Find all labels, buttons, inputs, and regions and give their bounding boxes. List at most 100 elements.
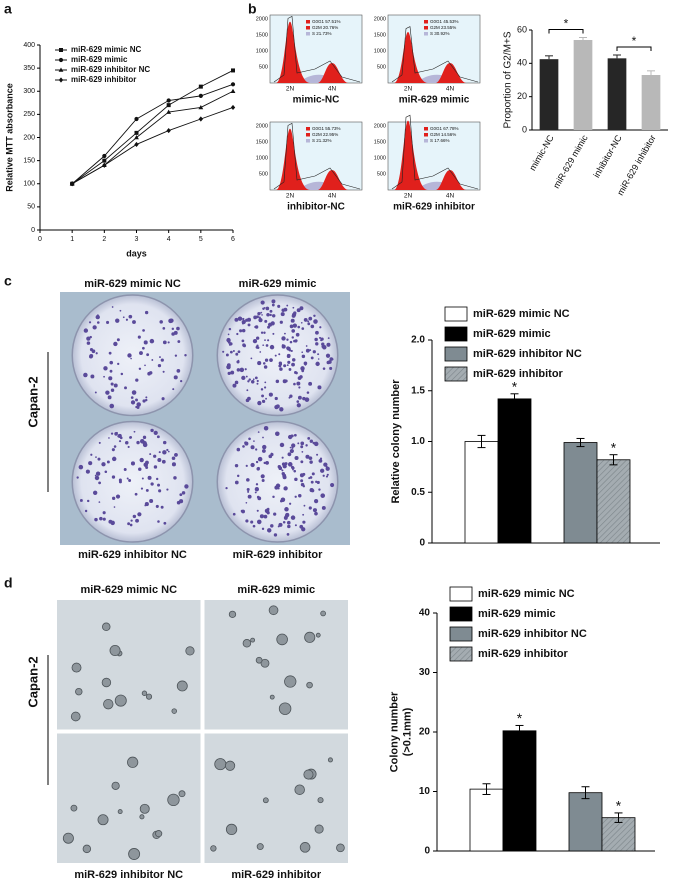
y-tick-label: 350	[23, 65, 35, 72]
colony	[161, 459, 166, 464]
colony	[135, 405, 138, 409]
colony	[98, 481, 101, 485]
colony	[255, 336, 260, 340]
marker	[166, 98, 171, 103]
colony	[255, 460, 259, 464]
colony	[158, 451, 161, 454]
colony	[257, 466, 260, 470]
colony	[143, 340, 148, 345]
colony	[141, 690, 148, 696]
legend-label: miR-629 inhibitor	[478, 648, 569, 660]
colony	[226, 364, 231, 370]
colony	[184, 484, 189, 489]
colony	[92, 325, 97, 330]
colony	[99, 516, 103, 521]
colony	[267, 339, 270, 342]
histogram-y-tick-label: 500	[259, 171, 268, 177]
x-tick-label: 2	[102, 236, 106, 243]
colony	[281, 308, 285, 312]
colony	[160, 505, 164, 509]
colony	[271, 299, 276, 304]
colony	[264, 381, 267, 384]
colony	[144, 364, 146, 367]
colony	[288, 368, 292, 371]
colony	[127, 756, 139, 768]
colony	[295, 371, 298, 375]
legend-swatch	[444, 366, 468, 382]
colony	[320, 468, 325, 473]
colony	[303, 769, 314, 780]
colony	[113, 383, 118, 388]
colony	[275, 379, 280, 384]
marker	[166, 127, 171, 134]
photo-label: miR-629 mimic NC	[80, 584, 177, 596]
colony	[297, 442, 300, 445]
colony	[264, 339, 266, 342]
colony	[289, 324, 294, 329]
colony	[261, 394, 264, 398]
colony	[327, 757, 333, 763]
y-tick-label: 1.5	[411, 385, 425, 396]
colony	[86, 469, 89, 472]
colony	[287, 524, 291, 529]
colony	[247, 494, 252, 499]
colony	[117, 433, 122, 438]
colony	[300, 445, 304, 449]
y-tick-label: 20	[517, 91, 527, 101]
colony	[153, 454, 157, 458]
colony	[108, 376, 113, 381]
histogram-outline	[273, 122, 361, 190]
colony	[329, 366, 333, 370]
series-line	[71, 107, 234, 185]
colony	[276, 633, 288, 646]
colony	[145, 396, 148, 399]
colony	[304, 631, 316, 643]
colony	[267, 528, 272, 533]
colony	[236, 360, 240, 364]
colony	[300, 321, 303, 324]
colony	[291, 358, 296, 362]
colony	[281, 456, 284, 459]
colony	[295, 332, 300, 337]
colony	[159, 356, 161, 358]
colony	[299, 524, 304, 529]
colony	[150, 482, 154, 486]
colony	[289, 340, 293, 344]
colony	[141, 477, 144, 480]
colony	[117, 362, 120, 366]
colony	[98, 441, 101, 444]
bar	[563, 442, 598, 544]
colony	[174, 453, 178, 457]
panel-label: b	[248, 1, 257, 17]
colony	[310, 324, 315, 329]
colony	[106, 320, 110, 324]
y-tick-label: 40	[517, 58, 527, 68]
colony	[318, 488, 321, 491]
colony	[151, 359, 154, 361]
photo-label: miR-629 inhibitor	[233, 549, 324, 561]
colony	[321, 342, 325, 346]
colony	[294, 495, 297, 498]
colony	[176, 369, 181, 373]
colony	[106, 460, 110, 464]
histogram-outline	[391, 114, 479, 190]
colony	[282, 521, 286, 524]
x-tick-label: 6	[231, 236, 235, 243]
colony	[181, 491, 186, 495]
colony	[258, 316, 261, 319]
colony	[225, 486, 228, 490]
colony	[315, 342, 319, 346]
colony	[323, 462, 328, 467]
colony	[83, 328, 89, 333]
marker	[230, 104, 236, 111]
colony	[129, 523, 133, 527]
stats-label: G2M 22.95%	[312, 132, 338, 137]
colony	[184, 354, 187, 357]
stats-swatch	[306, 127, 310, 131]
colony	[284, 332, 286, 335]
colony	[305, 348, 310, 353]
colony	[284, 379, 288, 383]
colony	[241, 328, 246, 333]
colony	[139, 814, 145, 820]
colony	[162, 326, 166, 330]
